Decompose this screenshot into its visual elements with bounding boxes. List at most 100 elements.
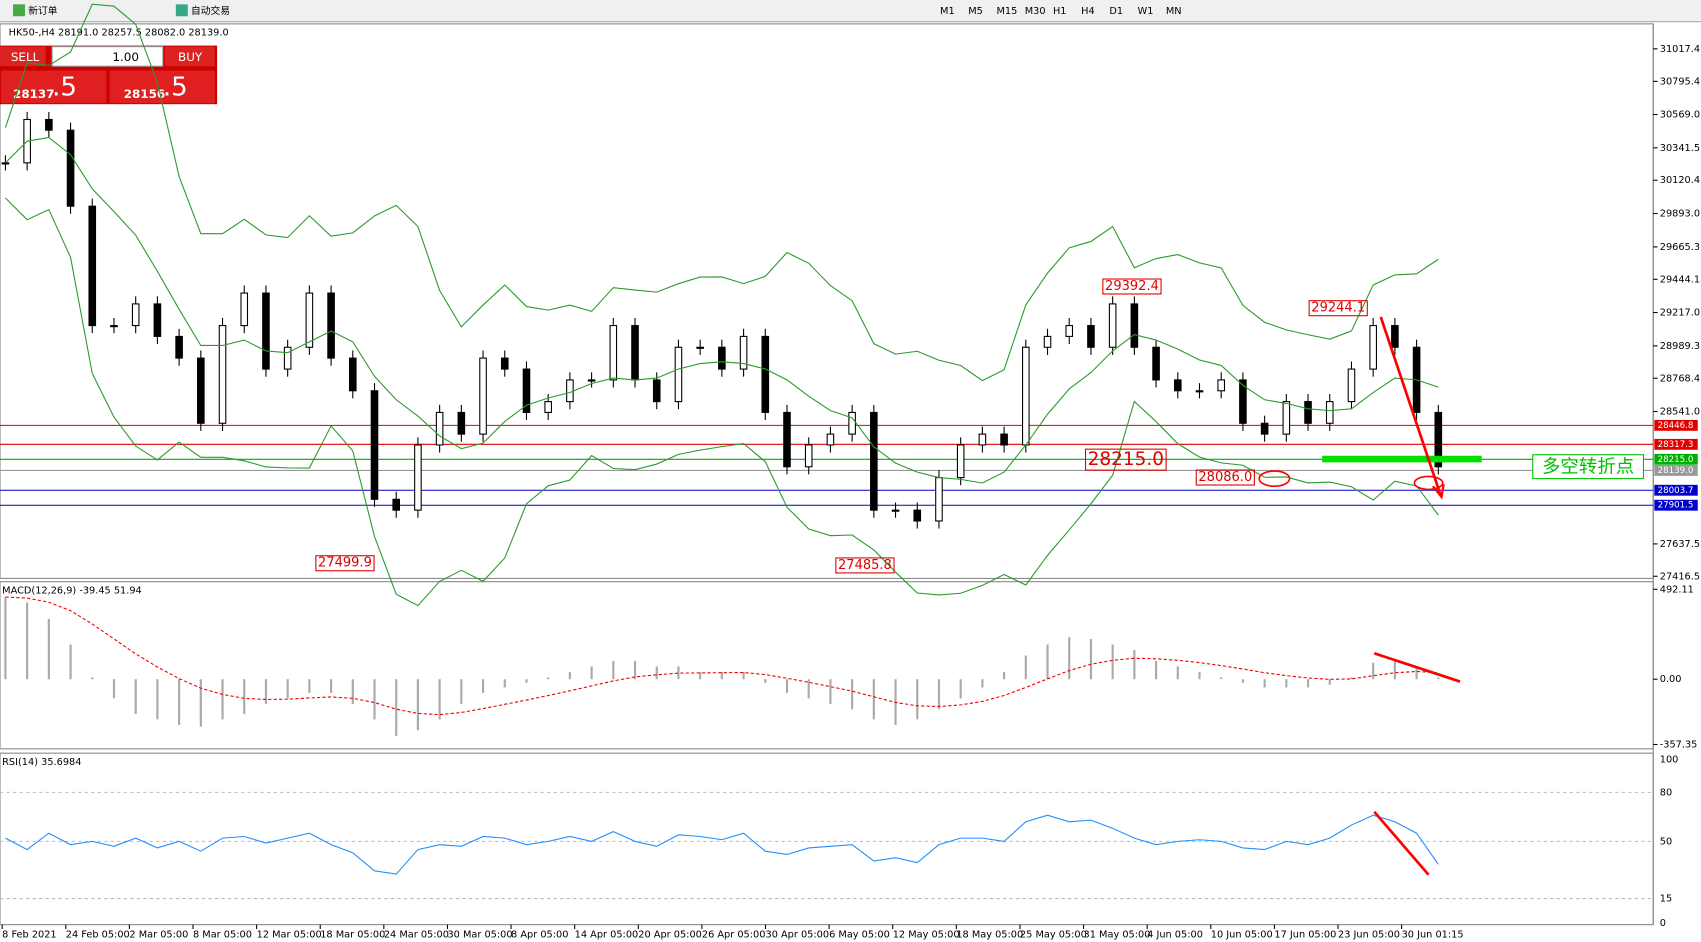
candle	[1152, 346, 1160, 381]
buy-price-box[interactable]	[109, 70, 215, 104]
candle	[66, 129, 75, 207]
macd-bar	[851, 679, 854, 710]
macd-bar	[1068, 637, 1071, 680]
tool-icon[interactable]	[13, 4, 25, 17]
macd-bar	[807, 679, 810, 699]
x-tick-label: 12 May 05:00	[893, 929, 960, 940]
macd-bar	[1263, 679, 1266, 688]
candle	[1260, 422, 1269, 435]
level-tag	[1654, 465, 1698, 476]
timeframe-button[interactable]: M5	[968, 6, 983, 17]
macd-bar	[1111, 644, 1114, 680]
level-tag	[1654, 499, 1698, 511]
rsi-tick-label: 0	[1660, 918, 1666, 929]
toolbar-button[interactable]: 自动交易	[191, 4, 230, 17]
macd-bar	[525, 679, 528, 683]
macd-bar	[1350, 677, 1353, 680]
price-tick-label: 28541.0	[1660, 407, 1700, 418]
macd-bar	[373, 679, 376, 720]
candle	[783, 411, 791, 468]
candle	[978, 433, 987, 446]
timeframe-button[interactable]: H4	[1081, 6, 1095, 17]
macd-bar	[329, 679, 333, 693]
annotation-box	[1102, 278, 1162, 295]
candle	[327, 292, 335, 359]
candle	[153, 303, 162, 337]
timeframe-button[interactable]: M30	[1025, 6, 1046, 17]
x-tick-label: 14 Apr 05:00	[575, 929, 639, 940]
level-label: 28139.0	[1658, 466, 1694, 476]
level-tag	[1654, 453, 1698, 465]
price-tick-label: 27416.5	[1660, 571, 1700, 582]
buy-price: 28156	[124, 87, 165, 101]
x-tick-label: 8 Feb 2021	[2, 929, 56, 940]
macd-tick-label: -357.35	[1660, 739, 1698, 750]
candle	[197, 357, 205, 424]
candle	[1087, 325, 1095, 348]
rsi-tick-label: 15	[1660, 894, 1672, 905]
price-annotation: 29244.1	[1311, 301, 1365, 316]
candle	[1369, 325, 1377, 370]
timeframe-button[interactable]: H1	[1053, 6, 1067, 17]
level-label: 27901.5	[1658, 501, 1694, 511]
timeframe-button[interactable]: D1	[1109, 6, 1123, 17]
buy-fraction: .5	[163, 72, 188, 102]
tool-icon[interactable]	[175, 4, 188, 17]
candle	[414, 444, 422, 511]
timeframe-button[interactable]: M15	[997, 6, 1018, 17]
macd-bar	[264, 679, 268, 704]
buy-button[interactable]	[164, 46, 215, 67]
macd-bar	[677, 666, 680, 680]
macd-bar	[655, 666, 658, 680]
candle	[544, 401, 552, 413]
macd-bar	[1285, 679, 1288, 688]
x-tick-label: 12 Mar 05:00	[257, 929, 322, 940]
macd-bar	[1372, 662, 1375, 680]
price-tick-label: 27637.5	[1660, 539, 1700, 550]
candle	[848, 411, 856, 435]
x-tick-label: 6 May 05:00	[829, 929, 890, 940]
macd-bar	[916, 679, 919, 720]
candle	[739, 335, 748, 370]
macd-bar	[1024, 655, 1027, 680]
macd-bar	[351, 679, 354, 704]
macd-bar	[395, 679, 398, 736]
price-tick-label: 30795.4	[1660, 76, 1700, 87]
candle	[45, 118, 53, 131]
annotation-box	[315, 555, 375, 572]
band-line	[4, 3, 1439, 382]
macd-bar	[547, 677, 550, 680]
sell-price: 28137	[13, 87, 54, 101]
macd-bar	[69, 644, 72, 680]
candle	[1, 162, 10, 165]
candle	[392, 498, 401, 511]
sell-fraction: .5	[52, 72, 77, 102]
macd-bar	[243, 679, 246, 714]
toolbar-button[interactable]: 新订单	[28, 4, 58, 17]
lot-input[interactable]	[51, 46, 164, 67]
x-tick-label: 26 Apr 05:00	[702, 929, 766, 940]
rsi-label: RSI(14) 35.6984	[2, 757, 81, 768]
macd-tick-label: 492.11	[1660, 584, 1694, 595]
x-tick-label: 8 Apr 05:00	[511, 929, 568, 940]
candle	[826, 433, 835, 446]
timeframe-button[interactable]: M1	[940, 6, 955, 17]
price-tick-label: 29893.0	[1660, 209, 1700, 220]
sell-button[interactable]	[0, 46, 46, 67]
macd-bar	[1046, 644, 1049, 680]
macd-bar	[1003, 671, 1006, 680]
candle	[1065, 325, 1074, 337]
macd-bar	[4, 596, 7, 680]
timeframe-button[interactable]: MN	[1166, 6, 1182, 17]
candle	[1022, 346, 1030, 446]
timeframe-button[interactable]: W1	[1138, 6, 1154, 17]
macd-bar	[112, 679, 116, 699]
annotation-box	[1308, 300, 1368, 317]
candle	[479, 357, 487, 435]
x-tick-label: 17 Jun 05:00	[1274, 929, 1336, 940]
macd-bar	[503, 679, 506, 688]
candle	[131, 303, 140, 327]
candle	[218, 325, 227, 424]
candle	[935, 477, 943, 522]
